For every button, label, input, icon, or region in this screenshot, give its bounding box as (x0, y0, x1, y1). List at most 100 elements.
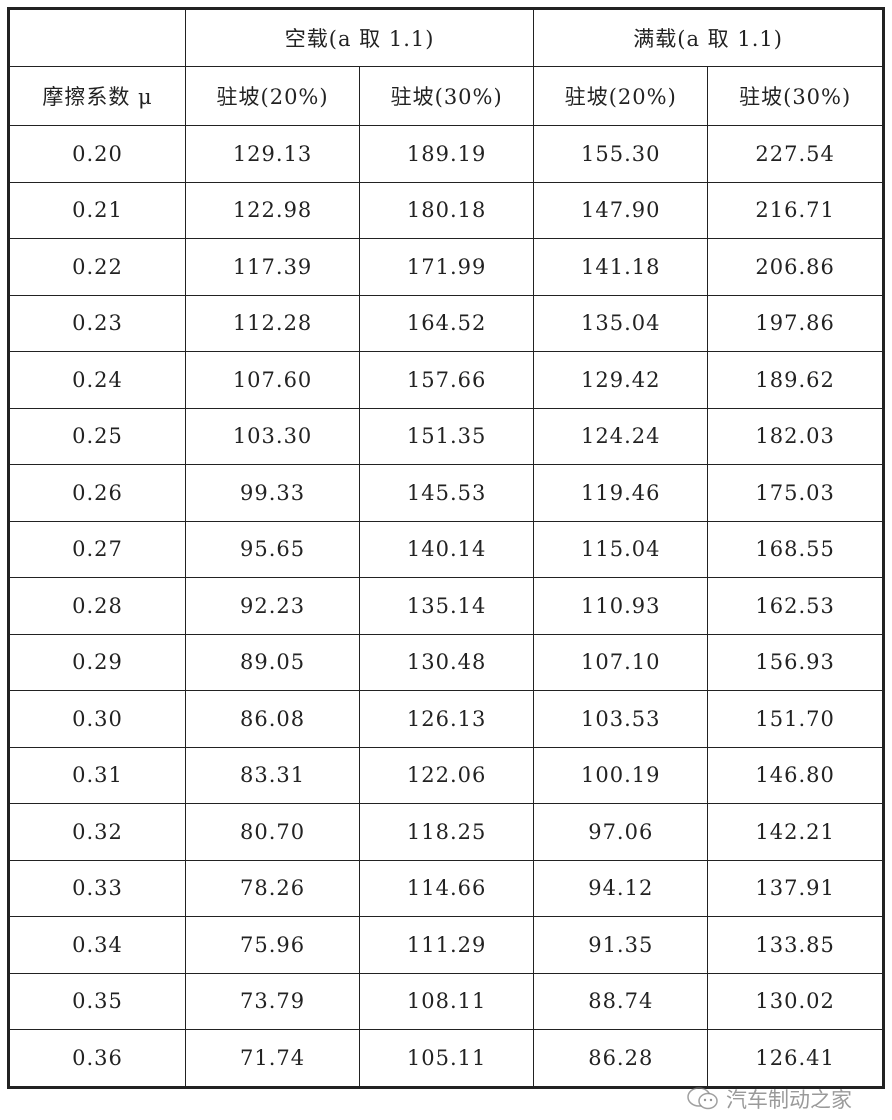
table-row: 0.21 122.98 180.18 147.90 216.71 (8, 181, 884, 239)
header-corner (8, 8, 186, 67)
mu-cell: 0.26 (8, 464, 186, 522)
mu-cell: 0.32 (8, 803, 186, 861)
header-mu: 摩擦系数 μ (8, 66, 186, 126)
table-row: 0.31 83.31 122.06 100.19 146.80 (8, 746, 884, 804)
table-row: 0.33 78.26 114.66 94.12 137.91 (8, 859, 884, 917)
value-cell: 110.93 (533, 577, 709, 635)
table-row: 0.20 129.13 189.19 155.30 227.54 (8, 125, 884, 183)
value-cell: 168.55 (707, 520, 884, 578)
value-cell: 206.86 (707, 238, 884, 296)
value-cell: 133.85 (707, 916, 884, 974)
mu-cell: 0.27 (8, 520, 186, 578)
value-cell: 155.30 (533, 125, 709, 183)
mu-cell: 0.22 (8, 238, 186, 296)
value-cell: 71.74 (184, 1029, 361, 1088)
table-row: 0.30 86.08 126.13 103.53 151.70 (8, 690, 884, 748)
value-cell: 122.06 (359, 746, 535, 804)
mu-cell: 0.24 (8, 351, 186, 409)
value-cell: 156.93 (707, 633, 884, 691)
header-sub: 驻坡(30%) (359, 66, 535, 126)
value-cell: 130.48 (359, 633, 535, 691)
value-cell: 130.02 (707, 972, 884, 1030)
header-empty-load: 空载(a 取 1.1) (184, 8, 535, 67)
value-cell: 73.79 (184, 972, 361, 1030)
table-row: 0.29 89.05 130.48 107.10 156.93 (8, 633, 884, 691)
value-cell: 115.04 (533, 520, 709, 578)
value-cell: 75.96 (184, 916, 361, 974)
value-cell: 146.80 (707, 746, 884, 804)
mu-cell: 0.20 (8, 125, 186, 183)
value-cell: 216.71 (707, 181, 884, 239)
value-cell: 126.41 (707, 1029, 884, 1088)
value-cell: 112.28 (184, 294, 361, 352)
mu-cell: 0.23 (8, 294, 186, 352)
value-cell: 119.46 (533, 464, 709, 522)
value-cell: 175.03 (707, 464, 884, 522)
header-sub: 驻坡(30%) (707, 66, 884, 126)
value-cell: 182.03 (707, 407, 884, 465)
value-cell: 145.53 (359, 464, 535, 522)
mu-cell: 0.31 (8, 746, 186, 804)
value-cell: 91.35 (533, 916, 709, 974)
value-cell: 189.19 (359, 125, 535, 183)
table-row: 0.23 112.28 164.52 135.04 197.86 (8, 294, 884, 352)
value-cell: 129.13 (184, 125, 361, 183)
value-cell: 122.98 (184, 181, 361, 239)
mu-cell: 0.30 (8, 690, 186, 748)
value-cell: 86.08 (184, 690, 361, 748)
mu-cell: 0.21 (8, 181, 186, 239)
header-row-1: 空载(a 取 1.1) 满载(a 取 1.1) (8, 8, 884, 67)
value-cell: 117.39 (184, 238, 361, 296)
value-cell: 126.13 (359, 690, 535, 748)
value-cell: 80.70 (184, 803, 361, 861)
value-cell: 88.74 (533, 972, 709, 1030)
value-cell: 107.60 (184, 351, 361, 409)
value-cell: 137.91 (707, 859, 884, 917)
table-row: 0.32 80.70 118.25 97.06 142.21 (8, 803, 884, 861)
watermark: 汽车制动之家 (686, 1084, 852, 1114)
value-cell: 135.04 (533, 294, 709, 352)
value-cell: 164.52 (359, 294, 535, 352)
value-cell: 95.65 (184, 520, 361, 578)
table-row: 0.28 92.23 135.14 110.93 162.53 (8, 577, 884, 635)
value-cell: 157.66 (359, 351, 535, 409)
mu-cell: 0.28 (8, 577, 186, 635)
value-cell: 92.23 (184, 577, 361, 635)
wechat-icon (687, 1087, 718, 1110)
value-cell: 129.42 (533, 351, 709, 409)
mu-cell: 0.25 (8, 407, 186, 465)
value-cell: 97.06 (533, 803, 709, 861)
friction-table: 空载(a 取 1.1) 满载(a 取 1.1) 摩擦系数 μ 驻坡(20%) 驻… (7, 7, 885, 1089)
value-cell: 114.66 (359, 859, 535, 917)
value-cell: 100.19 (533, 746, 709, 804)
value-cell: 141.18 (533, 238, 709, 296)
header-full-load: 满载(a 取 1.1) (533, 8, 884, 67)
watermark-text: 汽车制动之家 (726, 1088, 852, 1112)
mu-cell: 0.34 (8, 916, 186, 974)
value-cell: 78.26 (184, 859, 361, 917)
value-cell: 118.25 (359, 803, 535, 861)
table-row: 0.25 103.30 151.35 124.24 182.03 (8, 407, 884, 465)
value-cell: 103.30 (184, 407, 361, 465)
value-cell: 89.05 (184, 633, 361, 691)
mu-cell: 0.36 (8, 1029, 186, 1088)
value-cell: 151.35 (359, 407, 535, 465)
value-cell: 142.21 (707, 803, 884, 861)
value-cell: 189.62 (707, 351, 884, 409)
value-cell: 124.24 (533, 407, 709, 465)
value-cell: 108.11 (359, 972, 535, 1030)
value-cell: 111.29 (359, 916, 535, 974)
mu-cell: 0.35 (8, 972, 186, 1030)
table-row: 0.24 107.60 157.66 129.42 189.62 (8, 351, 884, 409)
table-row: 0.35 73.79 108.11 88.74 130.02 (8, 972, 884, 1030)
value-cell: 99.33 (184, 464, 361, 522)
header-sub: 驻坡(20%) (184, 66, 361, 126)
value-cell: 151.70 (707, 690, 884, 748)
header-row-2: 摩擦系数 μ 驻坡(20%) 驻坡(30%) 驻坡(20%) 驻坡(30%) (8, 66, 884, 126)
value-cell: 197.86 (707, 294, 884, 352)
value-cell: 86.28 (533, 1029, 709, 1088)
value-cell: 162.53 (707, 577, 884, 635)
mu-cell: 0.33 (8, 859, 186, 917)
value-cell: 227.54 (707, 125, 884, 183)
value-cell: 147.90 (533, 181, 709, 239)
